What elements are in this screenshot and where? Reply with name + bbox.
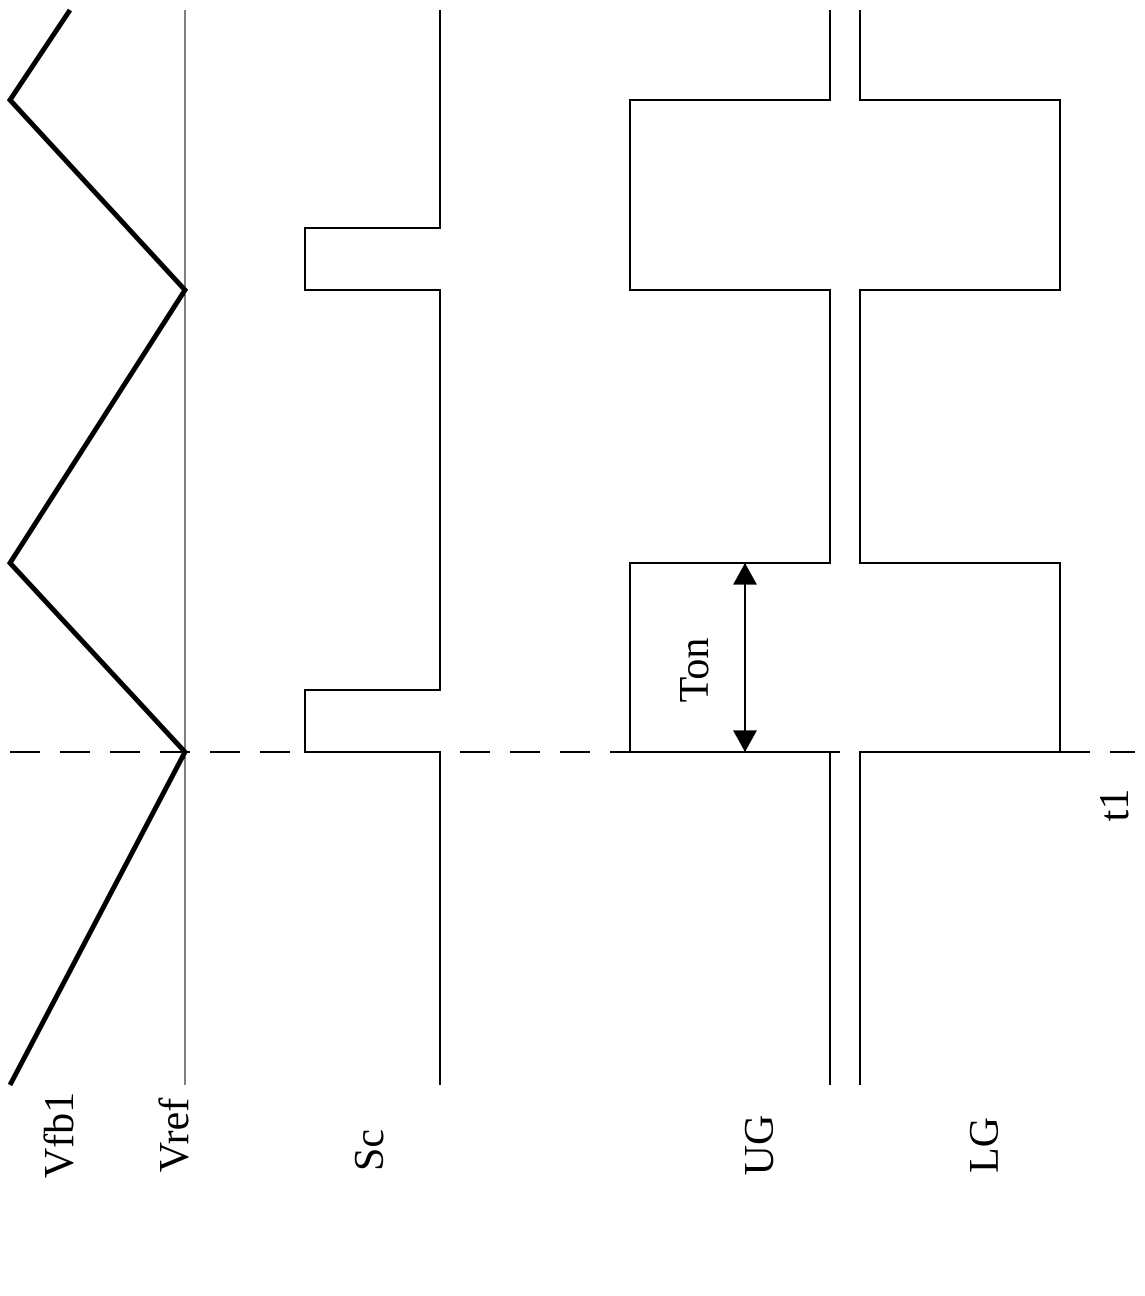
timing-diagram: Vfb1 Vref Sc UG LG Ton t1 [0, 0, 1145, 1291]
vfb1-label: Vfb1 [36, 1092, 84, 1178]
vref-label: Vref [151, 1098, 199, 1172]
ton-arrow [733, 563, 757, 752]
vfb1-signal [10, 10, 185, 1085]
ug-label: UG [736, 1115, 784, 1176]
lg-signal [860, 10, 1060, 1085]
sc-signal [305, 10, 440, 1085]
sc-label: Sc [346, 1129, 394, 1171]
lg-label: LG [961, 1117, 1009, 1173]
ug-signal [630, 10, 830, 1085]
t1-label: t1 [1091, 789, 1139, 822]
ton-label: Ton [671, 638, 719, 703]
